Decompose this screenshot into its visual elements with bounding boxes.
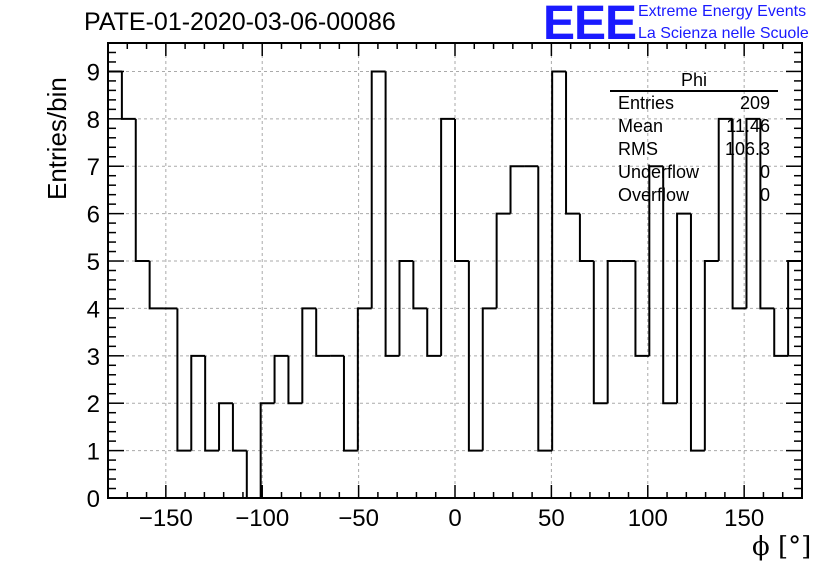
- x-axis-label: ϕ [°]: [752, 532, 812, 562]
- x-tick-label: 0: [448, 505, 461, 532]
- histogram-bin: [634, 261, 650, 357]
- histogram-bin: [315, 308, 331, 357]
- histogram-bin: [287, 355, 303, 405]
- histogram-bin: [273, 354, 289, 404]
- histogram-bin: [565, 71, 580, 215]
- histogram-bin: [551, 70, 567, 451]
- y-tick-label: 0: [87, 486, 100, 513]
- histogram-bin: [176, 308, 192, 452]
- histogram-bin: [204, 355, 220, 452]
- x-tick-label: −50: [338, 505, 379, 532]
- stats-row: Mean 11.46: [610, 115, 778, 138]
- stats-row: RMS 106.3: [610, 138, 778, 161]
- y-tick-label: 8: [87, 107, 100, 134]
- histogram-bin: [703, 260, 719, 451]
- histogram-bin: [509, 165, 525, 214]
- y-tick-label: 5: [87, 249, 100, 276]
- stats-row: Underflow 0: [610, 161, 778, 184]
- x-tick-label: 150: [724, 505, 764, 532]
- histogram-bin: [717, 117, 733, 262]
- y-tick-label: 9: [87, 59, 100, 86]
- histogram-bin: [578, 213, 594, 263]
- histogram-bin: [467, 261, 483, 452]
- y-tick-label: 7: [87, 154, 100, 181]
- histogram-bin: [384, 71, 400, 357]
- histogram-bin: [370, 70, 386, 309]
- stats-label: Overflow: [618, 185, 690, 205]
- histogram-bin: [440, 117, 455, 356]
- stats-label: RMS: [618, 139, 658, 159]
- stats-label: Entries: [618, 93, 675, 113]
- histogram-bin: [676, 212, 691, 404]
- x-tick-label: −150: [139, 505, 193, 532]
- histogram-bin: [342, 355, 358, 452]
- x-tick-label: −100: [235, 505, 289, 532]
- histogram-bin: [745, 117, 761, 309]
- histogram-bin: [606, 260, 622, 404]
- x-tick-label: 100: [628, 505, 668, 532]
- stats-value: 209: [739, 93, 770, 113]
- y-axis-label: Entries/bin: [42, 77, 72, 200]
- y-tick-label: 1: [87, 439, 100, 466]
- histogram-bin: [426, 308, 442, 357]
- stats-value: 0: [759, 162, 770, 182]
- stats-row: Overflow 0: [610, 184, 778, 207]
- histogram-bin: [107, 70, 122, 498]
- histogram-bin: [648, 165, 664, 356]
- y-tick-label: 6: [87, 202, 100, 229]
- histogram-bin: [454, 118, 469, 263]
- stats-title: Phi: [610, 70, 778, 92]
- stats-value: 0: [759, 185, 770, 205]
- histogram-bin: [592, 261, 608, 405]
- histogram-bin: [662, 166, 678, 405]
- histogram-bin: [773, 308, 789, 357]
- histogram-bin: [259, 402, 275, 498]
- y-tick-label: 4: [87, 296, 100, 323]
- stats-box: Phi Entries 209 Mean 11.46 RMS 106.3 Und…: [610, 70, 778, 207]
- x-tick-label: 50: [538, 505, 565, 532]
- y-axis-label-wrap: Entries/bin: [8, 77, 72, 200]
- histogram-bin: [148, 261, 164, 310]
- histogram-bin: [537, 166, 553, 452]
- histogram-bin: [190, 354, 206, 451]
- logo-line-2: La Scienza nelle Scuole: [638, 25, 809, 42]
- stats-value: 106.3: [724, 139, 770, 159]
- logo-line-1: Extreme Energy Events: [638, 3, 807, 20]
- y-tick-label: 3: [87, 344, 100, 371]
- histogram-bin: [301, 307, 317, 404]
- histogram-bin: [731, 118, 747, 310]
- histogram-bin: [412, 261, 428, 310]
- y-tick-label: 2: [87, 391, 100, 418]
- chart-title: PATE-01-2020-03-06-00086: [84, 8, 396, 36]
- histogram-bin: [356, 307, 372, 451]
- stats-label: Mean: [618, 116, 664, 136]
- histogram-bin: [245, 450, 261, 499]
- histogram-bin: [495, 212, 511, 309]
- stats-label: Underflow: [618, 162, 700, 182]
- histogram-bin: [218, 402, 233, 451]
- histogram-bin: [134, 118, 150, 263]
- histogram-bin: [689, 213, 705, 452]
- stats-row: Entries 209: [610, 92, 778, 115]
- histogram-bin: [398, 260, 414, 356]
- histogram-bin: [231, 403, 247, 452]
- histogram-bin: [120, 71, 136, 120]
- stats-value: 11.46: [726, 116, 770, 136]
- histogram-bin: [481, 307, 497, 451]
- histogram-bin: [759, 118, 775, 310]
- eee-logo: EEE: [543, 0, 637, 50]
